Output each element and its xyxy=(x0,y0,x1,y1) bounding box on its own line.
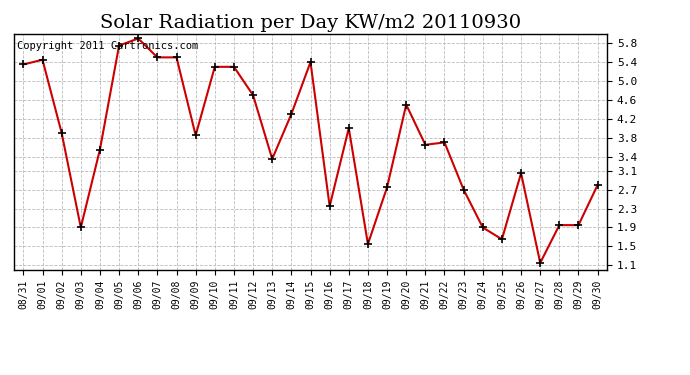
Text: Copyright 2011 Cartronics.com: Copyright 2011 Cartronics.com xyxy=(17,41,198,51)
Title: Solar Radiation per Day KW/m2 20110930: Solar Radiation per Day KW/m2 20110930 xyxy=(100,14,521,32)
